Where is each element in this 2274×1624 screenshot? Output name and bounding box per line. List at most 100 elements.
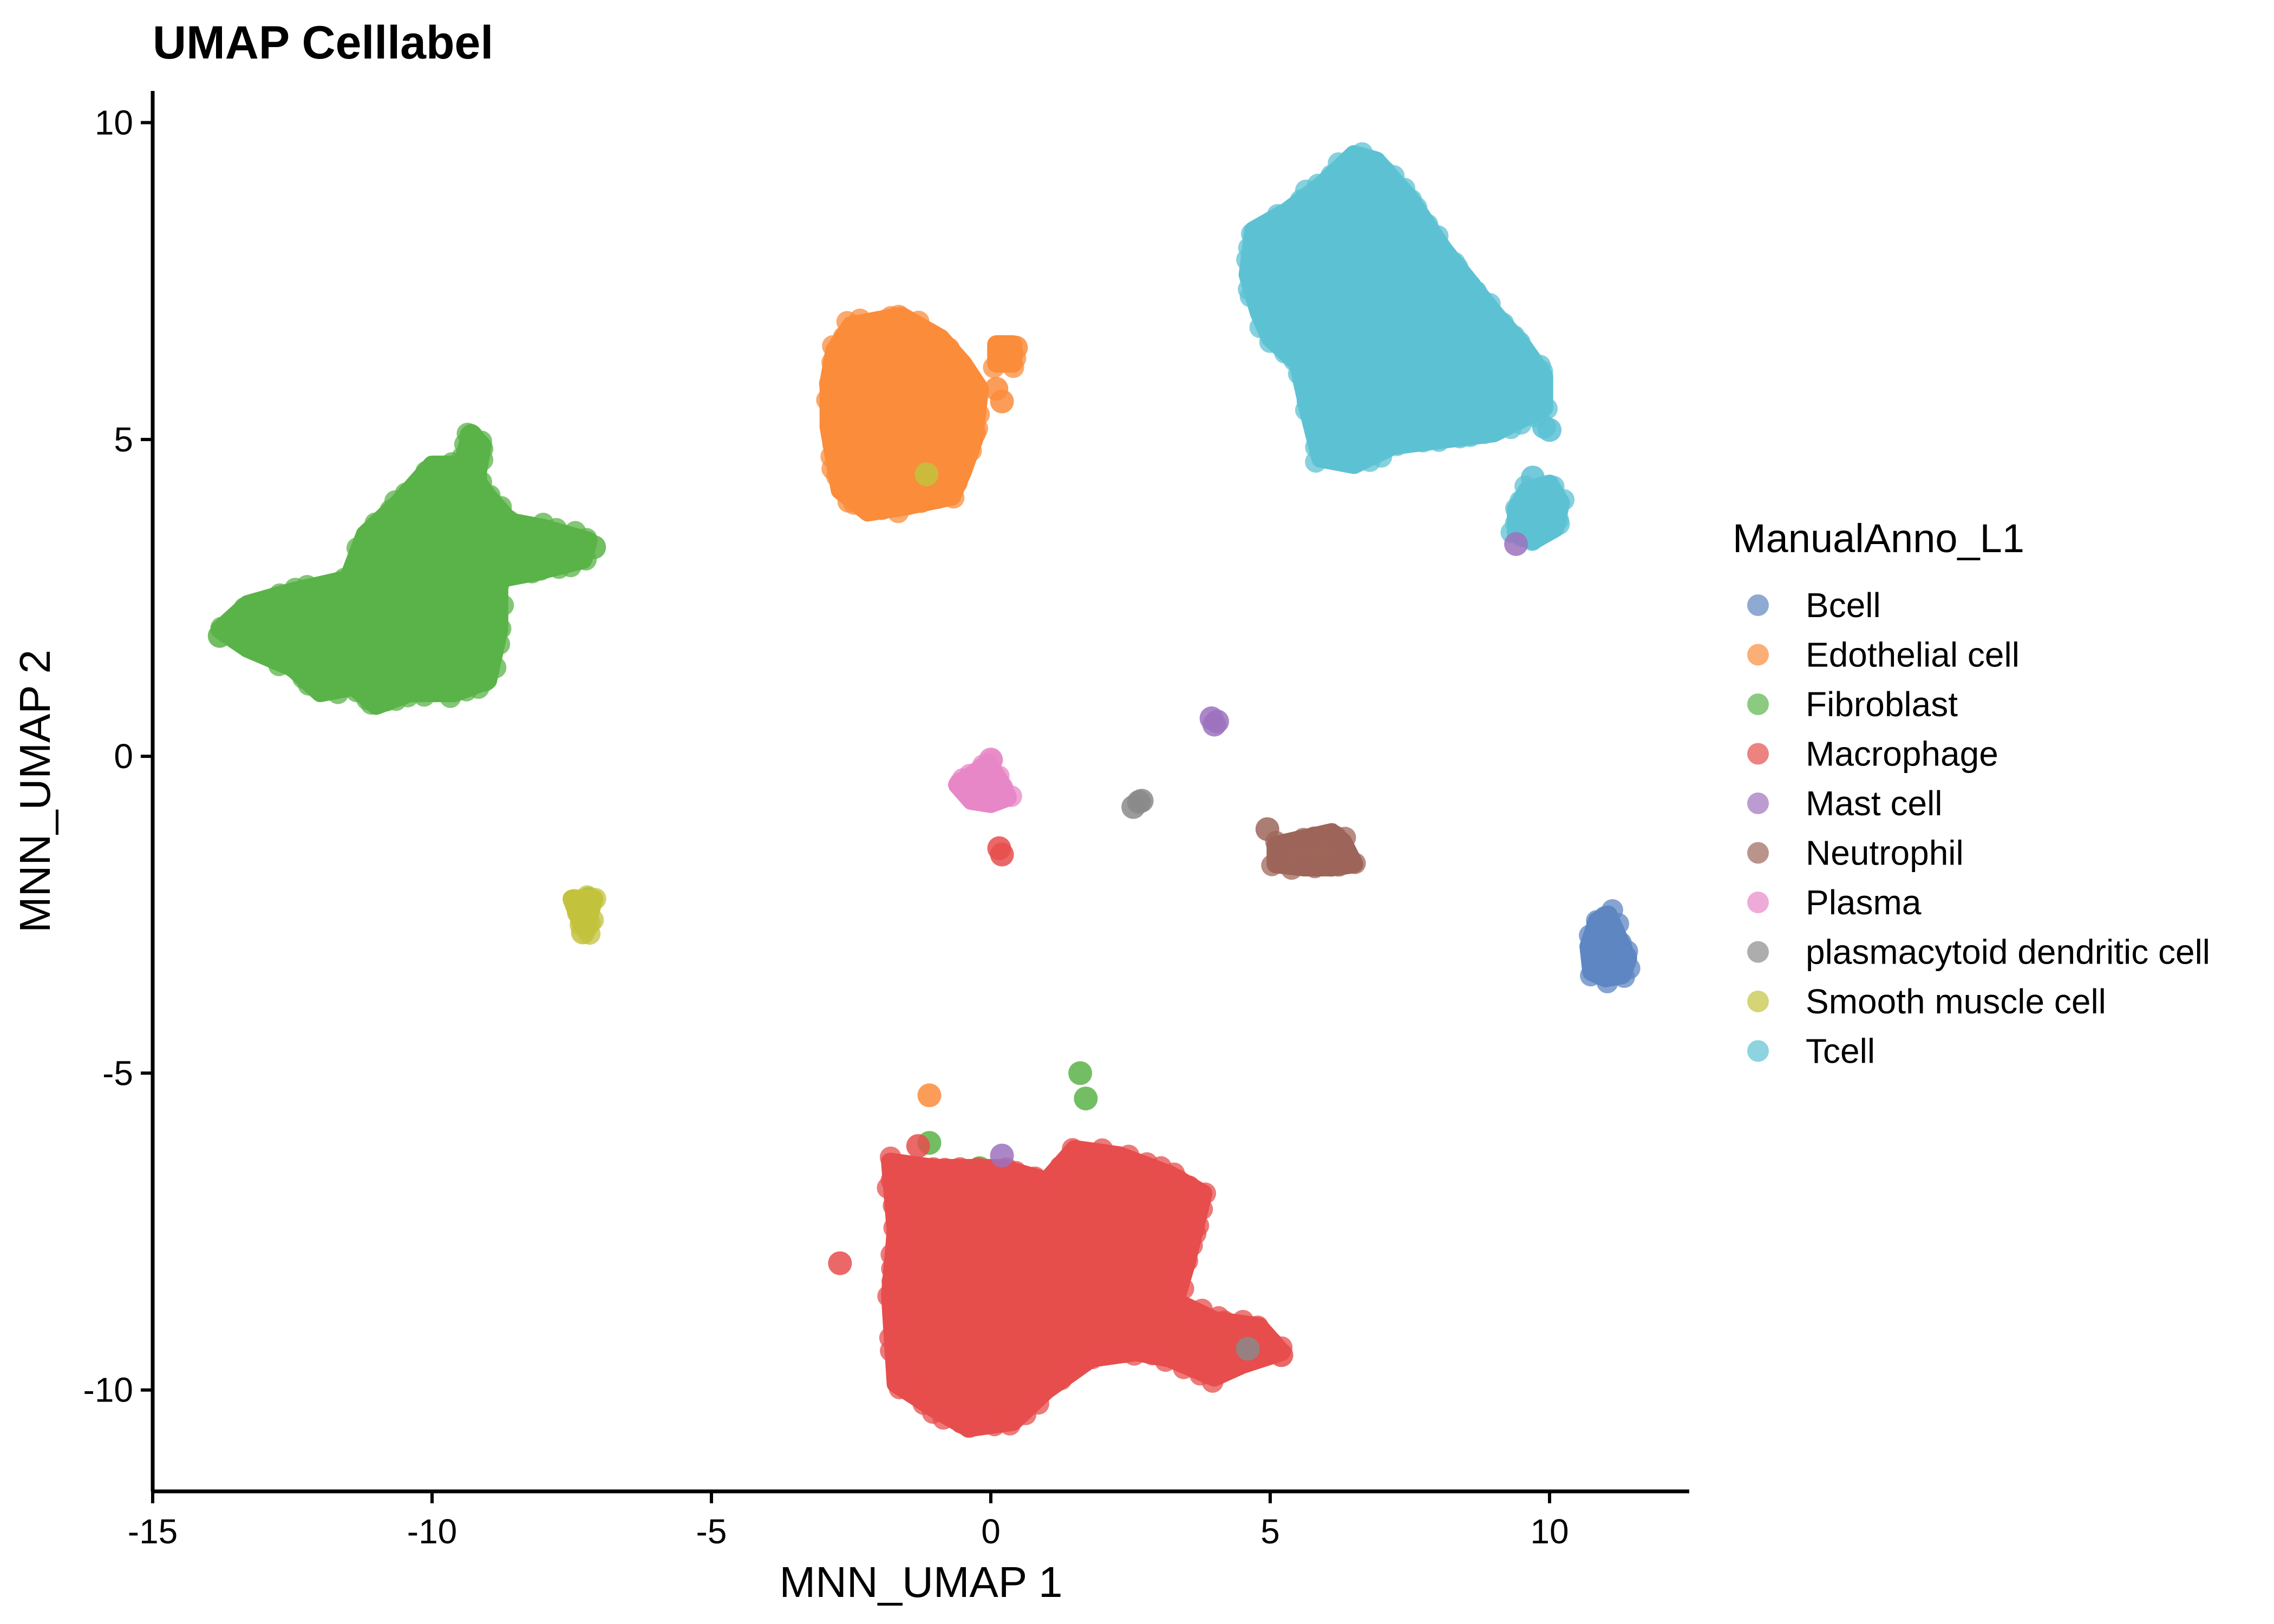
cell-point bbox=[1114, 1341, 1136, 1363]
cell-point bbox=[1412, 430, 1434, 453]
legend-entry: Fibroblast bbox=[1747, 685, 1958, 724]
series-tcell bbox=[1236, 142, 1575, 551]
cell-point bbox=[413, 685, 435, 707]
cell-point bbox=[1249, 316, 1271, 338]
legend-swatch bbox=[1747, 644, 1769, 666]
cell-point bbox=[454, 467, 476, 489]
cell-point bbox=[1202, 712, 1226, 737]
cell-point bbox=[1213, 1310, 1236, 1332]
cell-point bbox=[1247, 1315, 1269, 1338]
legend-swatch bbox=[1747, 793, 1769, 814]
cell-point bbox=[1359, 450, 1381, 472]
cell-point bbox=[950, 1412, 972, 1434]
cell-point bbox=[1255, 817, 1279, 841]
legend-label: Smooth muscle cell bbox=[1806, 982, 2106, 1021]
cell-point bbox=[1050, 1368, 1073, 1391]
cell-point bbox=[975, 1411, 997, 1433]
cell-point bbox=[1447, 257, 1469, 279]
cell-point bbox=[1500, 417, 1522, 440]
cell-point bbox=[962, 421, 986, 446]
cell-point bbox=[1328, 446, 1350, 468]
cell-point bbox=[926, 487, 949, 509]
cell-point bbox=[506, 562, 528, 585]
cell-point bbox=[1514, 340, 1535, 363]
cell-point bbox=[914, 462, 939, 487]
y-tick-label: 5 bbox=[114, 420, 133, 459]
cell-point bbox=[489, 618, 512, 640]
axes: -15 -10 -5 0 5 10 -10 -5 0 5 10 MNN_UMAP 1 MNN_UMAP … bbox=[11, 91, 1689, 1606]
cell-point bbox=[1303, 826, 1325, 848]
series-edothelial-cell bbox=[816, 305, 1028, 1108]
cell-point bbox=[1068, 1061, 1093, 1085]
cell-point bbox=[268, 654, 290, 677]
cell-point bbox=[420, 457, 442, 480]
cell-point bbox=[1386, 434, 1408, 456]
legend-label: Mast cell bbox=[1806, 784, 1943, 823]
legend-swatch bbox=[1747, 693, 1769, 715]
cell-point bbox=[880, 1169, 903, 1191]
y-tick-label: 10 bbox=[95, 103, 133, 142]
x-tick-label: 10 bbox=[1530, 1512, 1569, 1551]
legend: ManualAnno_L1 Bcell Edothelial cell Fibrobl… bbox=[1733, 516, 2210, 1071]
x-axis-title: MNN_UMAP 1 bbox=[779, 1558, 1062, 1606]
legend-entry: Plasma bbox=[1747, 883, 1922, 922]
cell-point bbox=[548, 557, 570, 579]
x-tick-label: -5 bbox=[696, 1512, 727, 1551]
legend-swatch bbox=[1747, 743, 1769, 765]
cell-point bbox=[1305, 436, 1327, 459]
cell-point bbox=[821, 351, 843, 374]
cell-point bbox=[327, 682, 349, 704]
cell-point bbox=[1296, 391, 1318, 413]
cell-point bbox=[822, 433, 844, 455]
legend-label: Macrophage bbox=[1806, 735, 1998, 774]
legend-entry: Mast cell bbox=[1747, 784, 1943, 823]
legend-label: Tcell bbox=[1806, 1032, 1875, 1071]
cell-point bbox=[1529, 519, 1551, 541]
cell-point bbox=[1320, 855, 1342, 877]
cell-point bbox=[1406, 197, 1428, 219]
cell-point bbox=[306, 577, 329, 599]
cell-point bbox=[1521, 466, 1545, 490]
cell-point bbox=[879, 1146, 901, 1168]
cell-point bbox=[888, 1235, 910, 1258]
legend-swatch bbox=[1747, 1040, 1769, 1062]
cell-point bbox=[1171, 1260, 1193, 1282]
legend-entry: Bcell bbox=[1747, 586, 1881, 625]
legend-swatch bbox=[1747, 594, 1769, 616]
cell-point bbox=[816, 389, 838, 411]
series-smooth-muscle-cell bbox=[563, 462, 939, 945]
cell-point bbox=[207, 624, 232, 648]
cell-point bbox=[1303, 416, 1325, 437]
series-neutrophil bbox=[1255, 817, 1366, 880]
x-tick-label: -10 bbox=[407, 1512, 458, 1551]
legend-entry: Edothelial cell bbox=[1747, 636, 2020, 675]
cell-point bbox=[1505, 512, 1527, 534]
series-plasmacytoid-dendritic-cell bbox=[1121, 789, 1260, 1361]
cell-point bbox=[1074, 1086, 1098, 1111]
cell-point bbox=[1238, 237, 1260, 259]
series-plasma bbox=[948, 748, 1022, 813]
y-tick-label: -10 bbox=[83, 1371, 134, 1410]
cell-point bbox=[515, 518, 537, 540]
cell-point bbox=[1004, 336, 1028, 360]
cell-point bbox=[887, 501, 909, 523]
cell-point bbox=[912, 1393, 935, 1415]
y-tick-label: 0 bbox=[114, 737, 133, 776]
cell-point bbox=[888, 1378, 911, 1399]
cell-point bbox=[498, 510, 520, 532]
cell-point bbox=[1449, 427, 1471, 449]
cell-point bbox=[459, 424, 483, 448]
cell-point bbox=[837, 491, 859, 513]
legend-entry: Smooth muscle cell bbox=[1747, 982, 2106, 1021]
cell-point bbox=[1118, 1144, 1140, 1167]
legend-label: Plasma bbox=[1806, 883, 1922, 922]
cell-point bbox=[979, 748, 1003, 771]
cell-point bbox=[906, 1134, 930, 1158]
cell-point bbox=[819, 372, 841, 395]
cell-point bbox=[1141, 1344, 1164, 1366]
series-fibroblast bbox=[207, 422, 1098, 1180]
cell-point bbox=[960, 440, 982, 462]
cell-point bbox=[1236, 1337, 1260, 1361]
cell-point bbox=[1250, 301, 1272, 323]
